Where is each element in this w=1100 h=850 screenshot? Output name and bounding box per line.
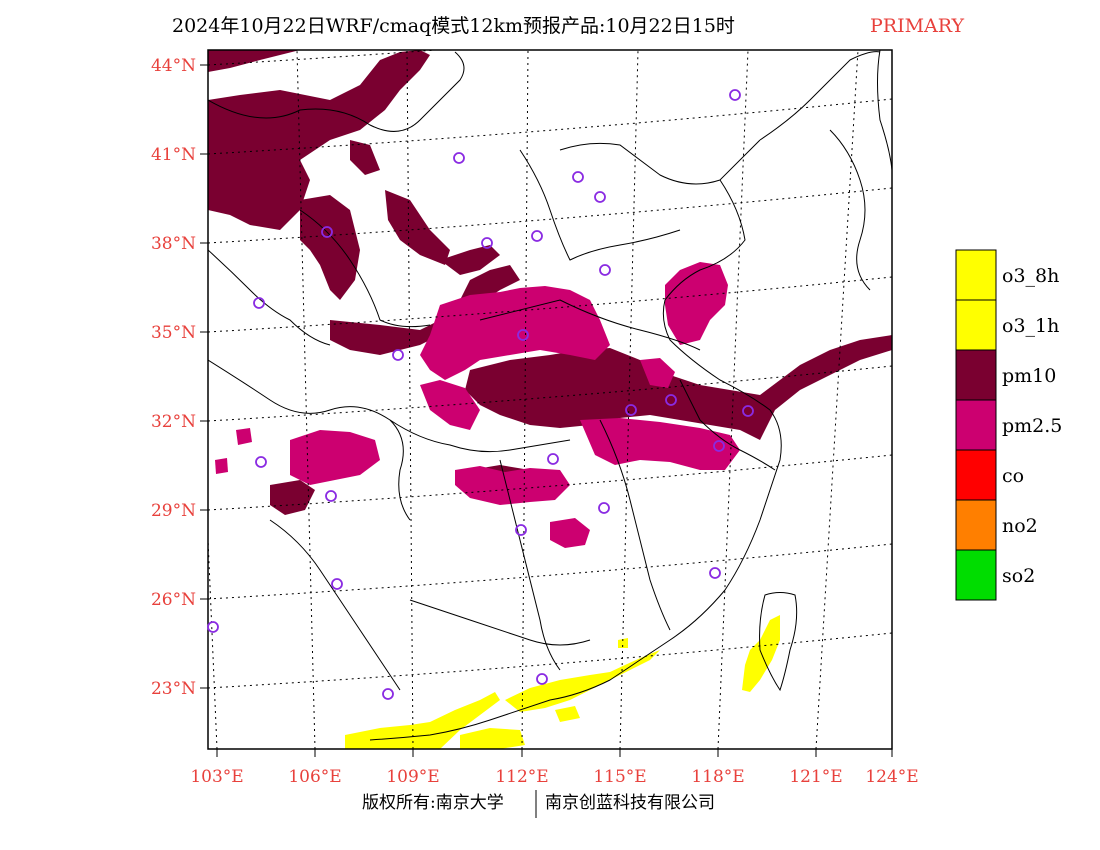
lat-label: 26°N [151,590,196,610]
lon-label: 103°E [190,767,243,787]
graticule [208,50,892,749]
city-marker [572,171,584,183]
city-marker [325,490,337,502]
lat-label: 32°N [151,412,196,432]
longitude-labels: 103°E 106°E 109°E 112°E 115°E 118°E 121°E 124°E [190,749,919,787]
city-marker [729,89,741,101]
lon-gridline [619,50,639,749]
lat-label: 23°N [151,679,196,699]
city-marker [713,440,725,452]
city-marker [255,456,267,468]
city-marker [481,237,493,249]
legend: o3_8h o3_1h pm10 pm2.5 co no2 so2 [955,249,1062,601]
lat-gridline [208,632,892,689]
city-marker [625,404,637,416]
city-marker [594,191,606,203]
city-marker [515,524,527,536]
city-marker [453,152,465,164]
lat-label: 38°N [151,234,196,254]
lat-gridline [208,276,892,333]
city-marker [207,621,219,633]
pm25-region [215,262,740,548]
lat-gridline [208,365,892,422]
lon-gridline [815,50,859,749]
lon-label: 124°E [865,767,918,787]
legend-label: co [1002,465,1024,487]
lon-gridline [406,50,414,749]
legend-label: no2 [1002,515,1038,537]
lat-label: 41°N [151,145,196,165]
legend-label: so2 [1002,565,1035,587]
city-marker [665,394,677,406]
lat-gridline [208,50,443,66]
copyright-left: 版权所有:南京大学 [362,793,504,813]
copyright-right: 南京创蓝科技有限公司 [545,793,715,813]
lat-gridline [208,454,892,511]
city-marker [382,688,394,700]
legend-swatch [955,399,997,451]
city-marker [392,349,404,361]
legend-swatch [955,349,997,401]
map-frame [207,49,893,750]
primary-tag: PRIMARY [870,15,964,37]
latitude-labels: 44°N 41°N 38°N 35°N 32°N 29°N 26°N 23°N [151,56,208,699]
city-marker [253,297,265,309]
legend-swatch [955,249,997,301]
lat-label: 35°N [151,323,196,343]
legend-swatch [955,499,997,551]
lat-label: 29°N [151,501,196,521]
lon-label: 106°E [288,767,341,787]
legend-swatch [955,299,997,351]
province-borders [208,50,892,741]
lon-gridline [891,742,892,749]
lon-gridline [296,50,316,749]
map-title: 2024年10月22日WRF/cmaq模式12km预报产品:10月22日15时 [172,15,735,37]
city-marker [598,502,610,514]
city-marker [331,578,343,590]
city-marker [709,567,721,579]
city-marker [536,673,548,685]
lon-gridline [521,50,529,749]
lon-gridline [717,50,749,749]
city-marker [599,264,611,276]
legend-swatch [955,549,997,601]
lon-label: 112°E [495,767,548,787]
legend-label: o3_1h [1002,315,1059,337]
lat-gridline [208,98,892,155]
lat-gridline [208,187,892,244]
o3-region [345,615,780,749]
lon-label: 118°E [691,767,744,787]
city-marker [531,230,543,242]
legend-swatch [955,449,997,501]
lon-label: 109°E [386,767,439,787]
legend-label: o3_8h [1002,265,1059,287]
city-markers [207,89,754,700]
city-marker [742,405,754,417]
city-marker [517,329,529,341]
lon-label: 115°E [593,767,646,787]
city-marker [547,453,559,465]
lat-label: 44°N [151,56,196,76]
lat-gridline [208,543,892,600]
city-marker [321,226,333,238]
legend-label: pm2.5 [1002,415,1062,437]
legend-label: pm10 [1002,365,1056,387]
lon-label: 121°E [789,767,842,787]
